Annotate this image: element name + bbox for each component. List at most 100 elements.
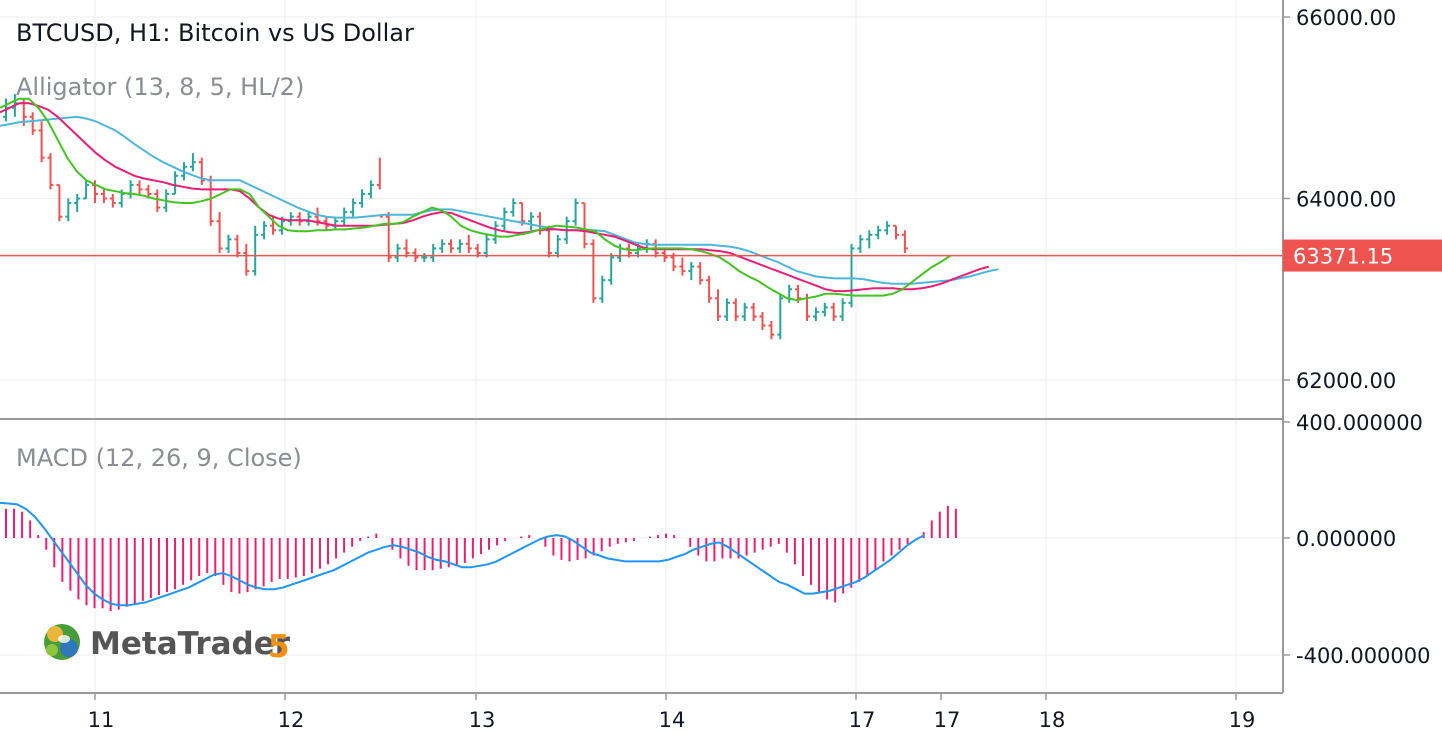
price-bar (812, 307, 819, 322)
metatrader-logo-icon (44, 624, 80, 660)
price-bar (688, 262, 695, 281)
price-bar (127, 180, 134, 199)
price-bar (830, 302, 837, 322)
price-tick-label: 62000.00 (1296, 369, 1396, 393)
price-bar (296, 212, 303, 226)
brand-number: 5 (268, 629, 290, 665)
price-bar (741, 302, 748, 322)
price-bar (154, 189, 161, 213)
time-tick-label: 17 (934, 708, 961, 732)
price-axis[interactable]: 66000.00 64000.00 62000.00 (1283, 6, 1396, 393)
price-bar (537, 212, 543, 235)
price-bar (38, 121, 45, 163)
time-tick-label: 14 (659, 708, 686, 732)
price-bar (350, 198, 357, 217)
macd-tick-label: 0.000000 (1296, 527, 1396, 551)
current-price-tag: 63371.15 (1283, 239, 1442, 272)
macd-axis[interactable]: 400.000000 0.000000 -400.000000 (1283, 411, 1431, 668)
price-bar (777, 293, 784, 340)
time-tick-label: 13 (469, 708, 496, 732)
price-bar (252, 225, 259, 276)
price-bar (421, 252, 428, 263)
price-bar (189, 153, 196, 172)
macd-histogram (5, 505, 957, 612)
price-bar (83, 180, 90, 200)
price-bar (554, 234, 561, 258)
time-tick-label: 17 (849, 708, 876, 732)
price-bar (136, 180, 143, 194)
price-bar (172, 171, 179, 195)
price-bar (715, 289, 721, 322)
price-bar (839, 298, 846, 322)
price-bar (901, 230, 908, 253)
time-tick-label: 12 (278, 708, 305, 732)
macd-tick-label: 400.000000 (1296, 411, 1423, 435)
price-tick-label: 64000.00 (1296, 188, 1396, 212)
price-bar (759, 311, 766, 331)
price-bar (394, 243, 401, 263)
brand-text: MetaTrader (90, 626, 291, 662)
price-bar (723, 298, 730, 322)
price-bar (216, 212, 223, 253)
price-bar (305, 212, 312, 226)
price-bar (875, 225, 882, 240)
price-bar (608, 252, 615, 285)
price-bar (109, 193, 116, 208)
price-bar (492, 221, 499, 244)
price-bar (359, 189, 365, 208)
alligator-jaw-line (0, 115, 999, 285)
price-bar (857, 234, 864, 253)
price-bar (706, 275, 713, 303)
price-bar (483, 234, 490, 258)
price-bar (768, 321, 775, 340)
time-tick-label: 11 (88, 708, 115, 732)
price-bar (367, 180, 374, 199)
price-bar (439, 239, 446, 253)
price-bar (332, 216, 339, 231)
metatrader-logo: MetaTrader 5 (44, 624, 291, 665)
alligator-label[interactable]: Alligator (13, 8, 5, HL/2) (16, 73, 304, 101)
alligator-teeth-line (0, 102, 990, 293)
time-axis[interactable]: 11 12 13 14 17 17 18 19 (88, 693, 1256, 732)
price-bar (430, 243, 437, 263)
price-bar (456, 239, 463, 253)
macd-label[interactable]: MACD (12, 26, 9, Close) (16, 444, 302, 472)
price-bar (572, 198, 579, 226)
price-bar (100, 189, 107, 204)
price-bar (821, 302, 828, 317)
chart-grid (0, 0, 1283, 693)
price-bar (697, 262, 704, 285)
time-tick-label: 19 (1229, 708, 1256, 732)
price-bar (243, 243, 250, 276)
price-bar (287, 212, 294, 226)
price-bar (848, 243, 855, 308)
price-bar (884, 221, 891, 235)
alligator-lips-line (0, 97, 951, 302)
price-bar (207, 175, 214, 226)
price-bar (403, 239, 410, 258)
price-bar (786, 284, 793, 303)
price-bar (47, 153, 54, 190)
price-bar (510, 198, 517, 217)
price-bar (643, 239, 650, 253)
price-bar (599, 275, 606, 303)
price-bar (732, 298, 739, 322)
price-bar (29, 112, 36, 135)
price-bar (590, 239, 597, 303)
price-bar (225, 234, 232, 253)
macd-signal-line (0, 501, 925, 607)
price-bar (866, 230, 873, 249)
price-tick-label: 66000.00 (1296, 6, 1396, 30)
price-bar (581, 202, 588, 249)
price-bar (750, 302, 757, 322)
price-bar (74, 193, 81, 213)
price-bar (545, 225, 552, 258)
price-bar (528, 212, 535, 231)
price-bars (3, 94, 908, 340)
price-bar (376, 157, 383, 218)
price-bar (465, 234, 472, 253)
price-bar (56, 183, 63, 222)
price-bar (679, 257, 686, 276)
price-bar (234, 234, 241, 258)
